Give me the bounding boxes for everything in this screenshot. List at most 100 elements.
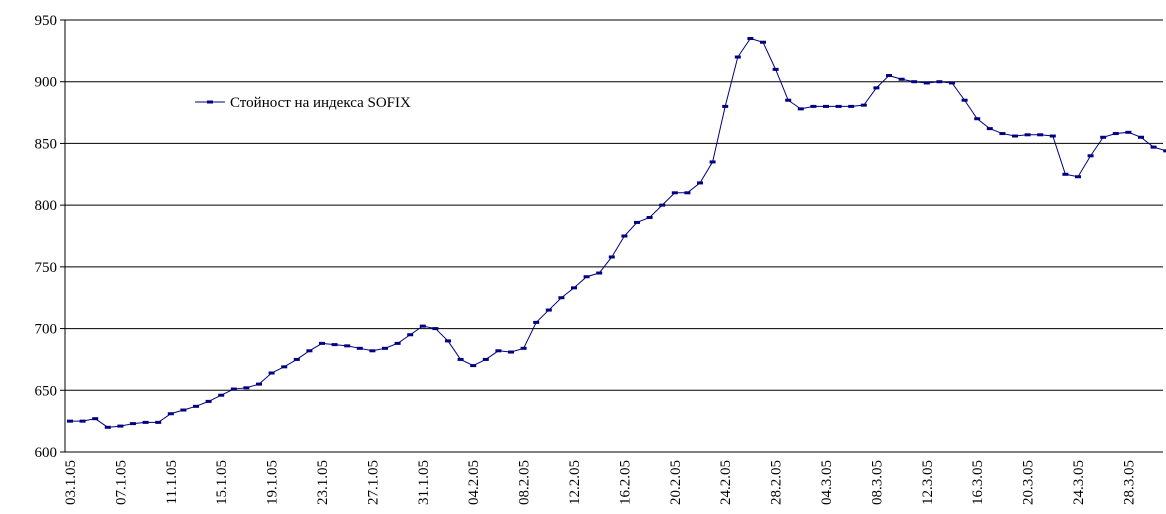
point-marker — [1012, 134, 1018, 138]
point-marker — [709, 160, 716, 164]
point-marker — [1100, 135, 1107, 139]
y-tick-label: 700 — [35, 322, 58, 338]
x-tick-label: 20.3.05 — [1021, 460, 1037, 505]
point-marker — [961, 98, 968, 102]
point-marker — [520, 346, 527, 350]
x-tick-label: 28.2.05 — [769, 460, 785, 505]
point-marker — [671, 191, 678, 195]
point-marker — [293, 357, 300, 361]
point-marker — [67, 419, 73, 423]
point-marker — [1024, 133, 1031, 137]
point-marker — [684, 191, 691, 195]
x-tick-label: 03.1.05 — [63, 460, 79, 505]
point-marker — [860, 103, 867, 107]
point-marker — [621, 234, 628, 238]
y-tick-label: 750 — [35, 260, 58, 276]
point-marker — [1087, 154, 1094, 158]
x-tick-label: 20.2.05 — [668, 460, 684, 505]
point-marker — [445, 339, 451, 343]
point-marker — [659, 203, 666, 207]
point-marker — [986, 127, 993, 131]
y-tick-label: 850 — [35, 136, 58, 152]
x-tick-label: 08.3.05 — [869, 460, 885, 505]
point-marker — [230, 387, 237, 391]
x-tick-label: 31.1.05 — [416, 460, 432, 505]
point-marker — [734, 55, 741, 59]
point-marker — [923, 81, 930, 85]
x-tick-label: 16.2.05 — [617, 460, 633, 505]
x-tick-label: 12.3.05 — [920, 460, 936, 505]
point-marker — [470, 364, 477, 368]
x-tick-label: 12.2.05 — [567, 460, 583, 505]
point-marker — [810, 104, 817, 108]
point-marker — [508, 350, 514, 354]
x-tick-label: 27.1.05 — [365, 460, 381, 505]
y-tick-label: 800 — [35, 198, 58, 214]
point-marker — [180, 408, 187, 412]
point-marker — [344, 344, 351, 348]
y-tick-label: 650 — [35, 383, 58, 399]
point-marker — [482, 357, 489, 361]
point-marker — [533, 320, 540, 324]
point-marker — [1112, 132, 1119, 136]
point-marker — [608, 255, 615, 259]
point-marker — [243, 386, 250, 390]
point-marker — [205, 399, 212, 403]
point-marker — [432, 327, 439, 331]
x-tick-label: 04.3.05 — [819, 460, 835, 505]
point-marker — [79, 419, 86, 423]
point-marker — [936, 80, 943, 84]
point-marker — [873, 86, 880, 90]
x-tick-label: 19.1.05 — [265, 460, 281, 505]
x-tick-label: 04.2.05 — [466, 460, 482, 505]
point-marker — [697, 181, 703, 185]
point-marker — [999, 132, 1006, 136]
point-marker — [142, 420, 149, 424]
y-tick-label: 600 — [35, 445, 58, 461]
x-tick-label: 24.3.05 — [1071, 460, 1087, 505]
point-marker — [1062, 172, 1069, 176]
point-marker — [1138, 135, 1144, 139]
point-marker — [760, 40, 766, 44]
point-marker — [848, 104, 855, 108]
point-marker — [495, 349, 502, 353]
series-line — [70, 37, 1166, 428]
point-marker — [407, 333, 414, 337]
point-marker — [1075, 175, 1081, 179]
point-marker — [369, 349, 376, 353]
point-marker — [571, 286, 577, 290]
x-tick-label: 16.3.05 — [970, 460, 986, 505]
point-marker — [785, 98, 792, 102]
point-marker — [167, 412, 174, 416]
point-marker — [1125, 130, 1132, 134]
point-marker — [256, 382, 262, 386]
point-marker — [949, 81, 955, 85]
point-marker — [155, 420, 162, 424]
point-marker — [1037, 133, 1044, 137]
x-tick-label: 28.3.05 — [1121, 460, 1137, 505]
x-tick-label: 08.2.05 — [517, 460, 533, 505]
point-marker — [457, 357, 464, 361]
point-marker — [394, 341, 401, 345]
x-tick-label: 23.1.05 — [315, 460, 331, 505]
y-tick-label: 950 — [35, 13, 58, 29]
point-marker — [382, 346, 388, 350]
point-marker — [1150, 145, 1157, 149]
point-marker — [1049, 134, 1056, 138]
point-marker — [835, 104, 842, 108]
point-marker — [130, 422, 136, 426]
point-marker — [646, 215, 653, 219]
point-marker — [974, 117, 981, 121]
point-marker — [583, 275, 590, 279]
point-marker — [356, 346, 363, 350]
x-tick-label: 15.1.05 — [214, 460, 230, 505]
point-marker — [823, 104, 829, 108]
point-marker — [117, 424, 124, 428]
point-marker — [797, 107, 804, 111]
point-marker — [596, 271, 603, 275]
point-marker — [92, 417, 99, 421]
x-tick-label: 11.1.05 — [164, 460, 180, 504]
point-marker — [558, 296, 565, 300]
point-marker — [722, 104, 729, 108]
